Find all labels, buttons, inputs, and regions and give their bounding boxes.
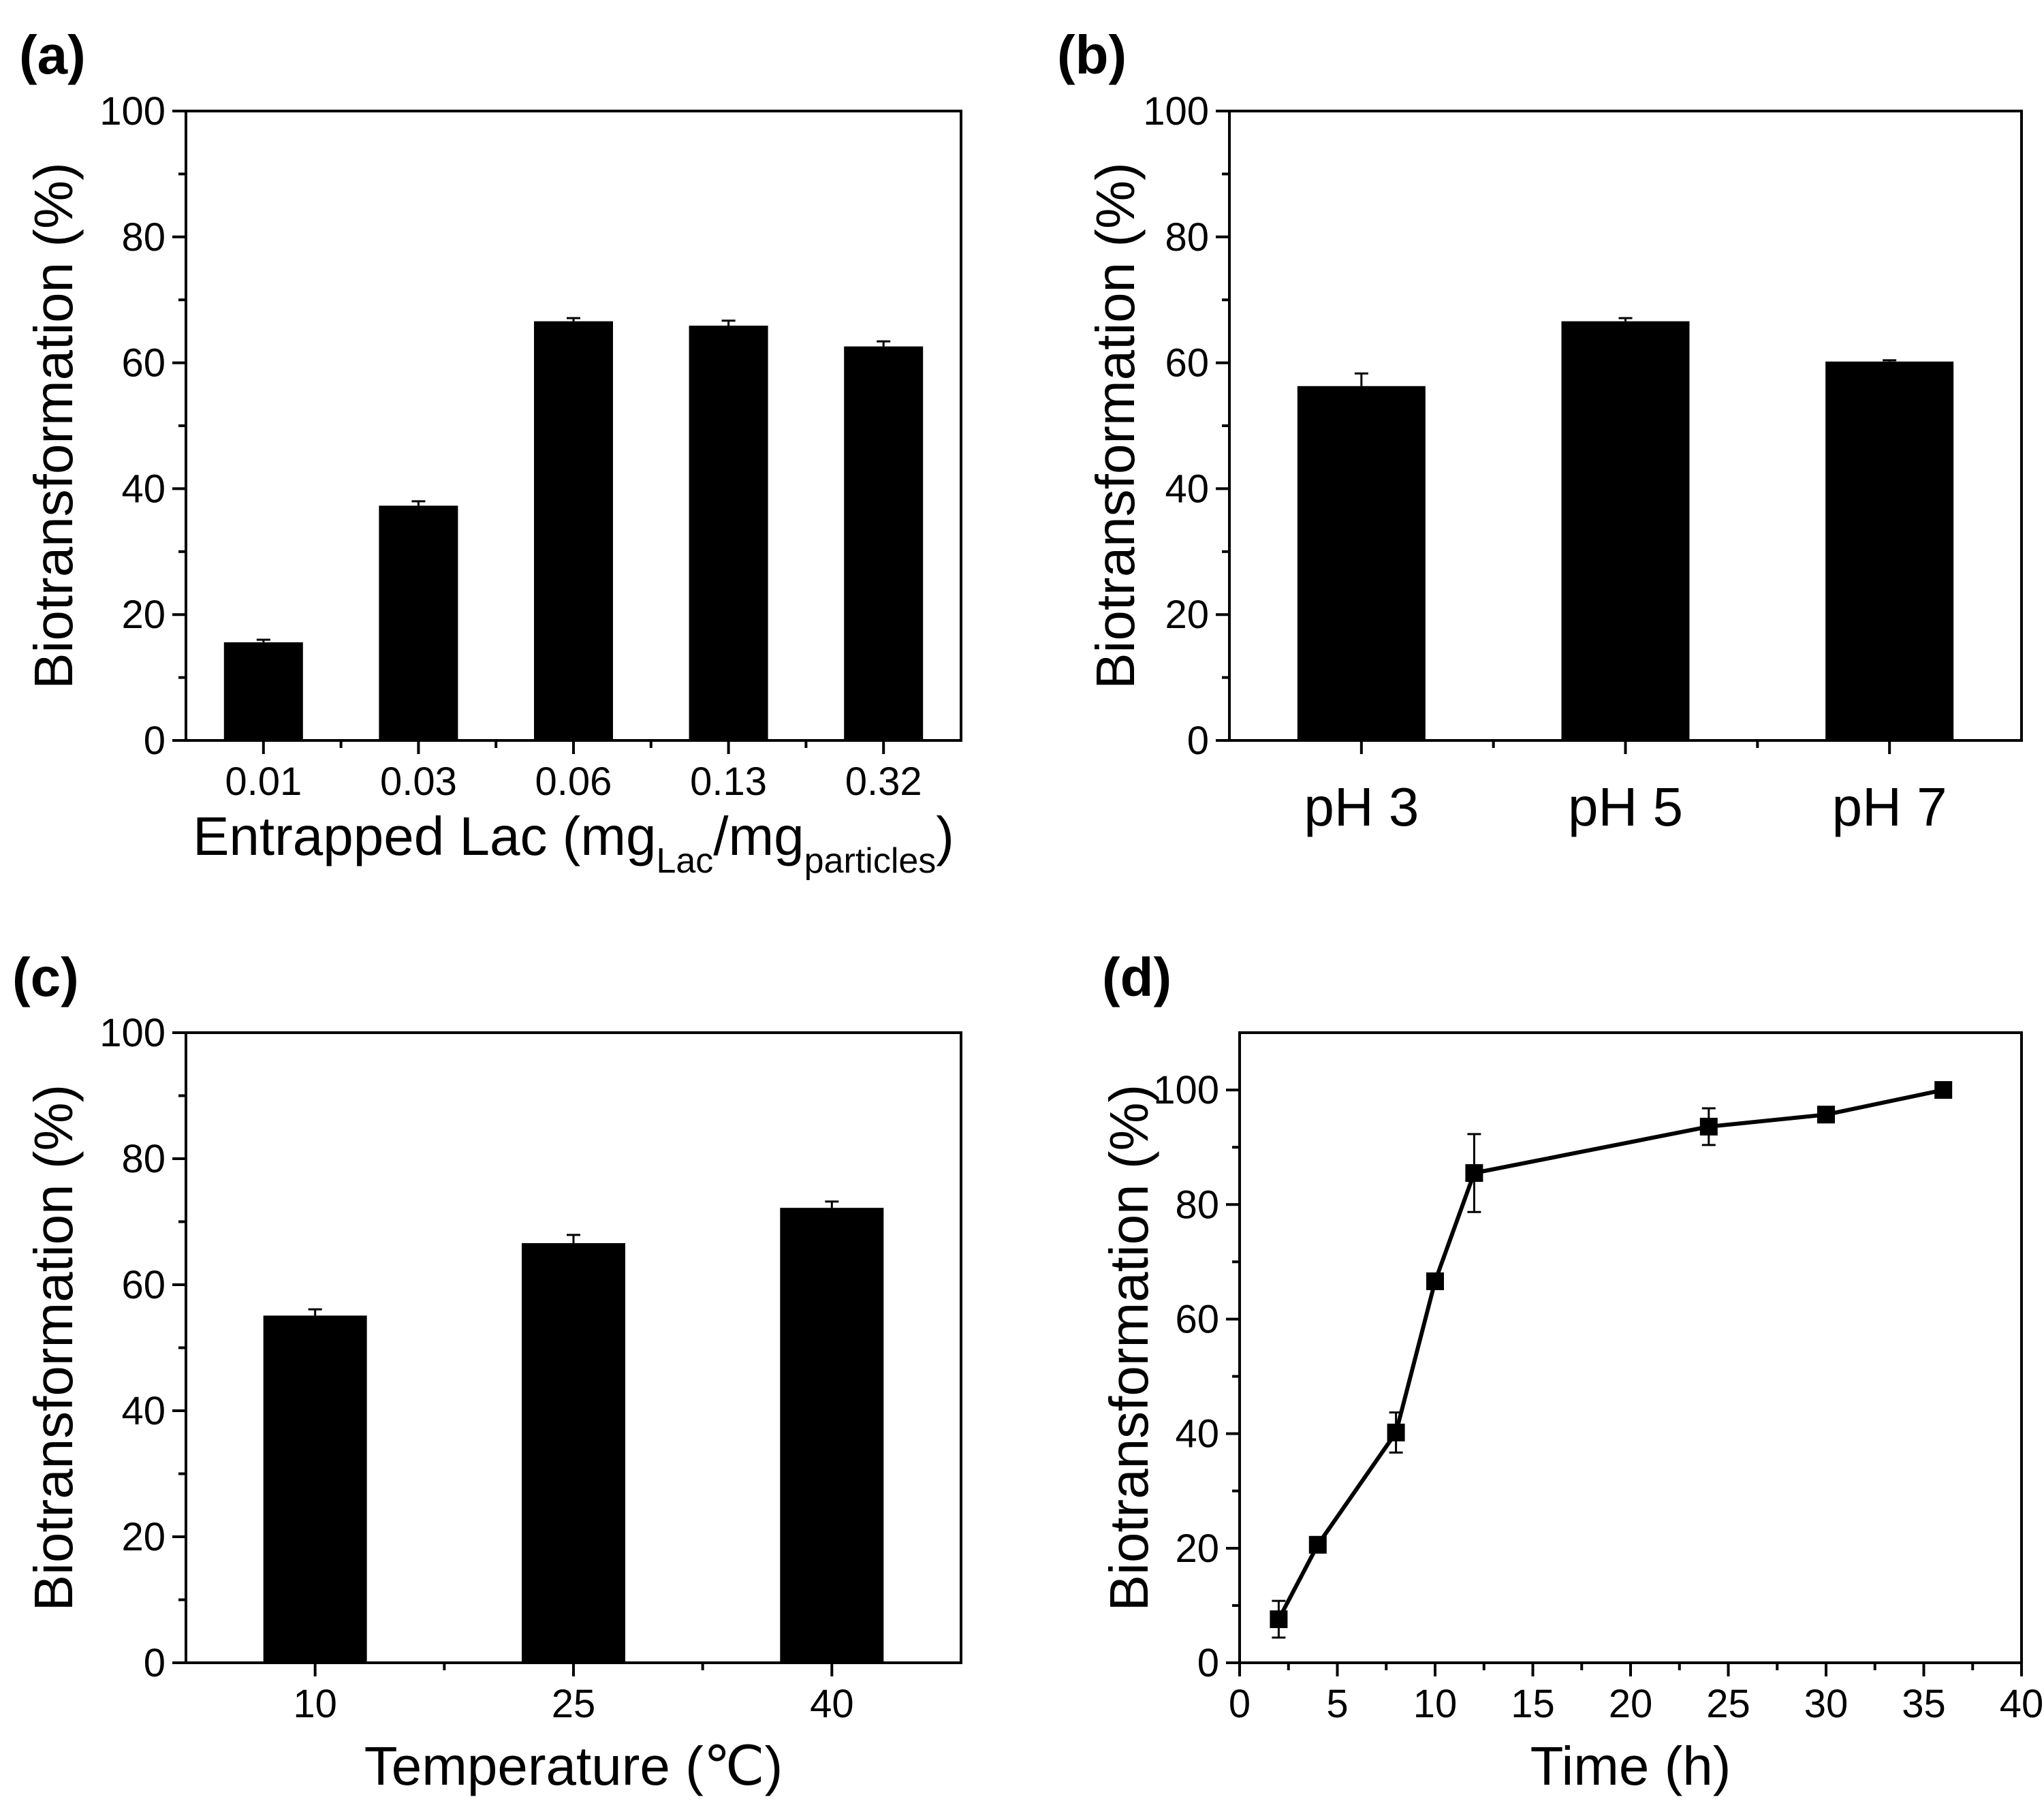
y-tick-label: 100 [1153, 1068, 1219, 1112]
panel-a: (a) 0 20 40 60 80 100 Biotransformation (%) 0.01… [19, 25, 962, 881]
x-tick-label: 10 [1413, 1682, 1458, 1726]
x-axis-title-mid: /mg [713, 806, 804, 866]
x-category-label: 0.01 [225, 760, 302, 804]
x-tick-label: 30 [1804, 1682, 1849, 1726]
y-tick-label: 20 [1175, 1527, 1219, 1571]
y-axis-title: Biotransformation (%) [1085, 162, 1146, 689]
y-tick-label: 60 [121, 341, 166, 386]
data-point [1426, 1272, 1444, 1290]
y-tick-label: 0 [1187, 719, 1209, 763]
x-category-label: 0.32 [845, 760, 922, 804]
x-tick-label: 15 [1511, 1682, 1555, 1726]
y-tick-label: 0 [144, 1641, 166, 1685]
bar [1825, 361, 1954, 740]
x-category-label: pH 7 [1832, 777, 1947, 837]
y-tick-label: 100 [99, 1011, 166, 1055]
x-tick-label: 0 [1229, 1682, 1251, 1726]
panel-label: (d) [1102, 947, 1172, 1007]
plot-frame [1238, 1031, 2023, 1664]
panel-label: (b) [1057, 25, 1127, 85]
data-point [1699, 1117, 1718, 1136]
data-point [1270, 1610, 1288, 1629]
x-axis-title-end: ) [936, 806, 954, 866]
data-point [1817, 1106, 1835, 1124]
x-axis-title: Temperature (℃) [364, 1736, 783, 1796]
y-tick-label: 20 [121, 1515, 166, 1559]
x-category-label: pH 3 [1304, 777, 1419, 837]
y-tick-label: 60 [1165, 341, 1209, 386]
x-category-label: 25 [552, 1682, 596, 1726]
bar [522, 1242, 625, 1663]
y-tick-label: 80 [121, 1137, 166, 1181]
y-tick-label: 0 [144, 719, 166, 763]
x-axis-title: Entrapped Lac (mgLac/mgparticles) [193, 806, 954, 881]
data-point [1308, 1535, 1327, 1554]
bar [844, 346, 924, 740]
bar [1561, 321, 1690, 741]
bar [689, 326, 768, 741]
y-tick-label: 60 [121, 1263, 166, 1307]
y-tick-label: 60 [1175, 1297, 1219, 1341]
y-tick-label: 0 [1197, 1641, 1219, 1685]
data-point [1465, 1164, 1483, 1183]
bar [780, 1208, 884, 1663]
panel-c: (c) 0 20 40 60 80 100 Biotransformation (%) 10 25… [12, 947, 962, 1796]
y-tick-label: 40 [1165, 467, 1209, 511]
x-category-label: pH 5 [1568, 777, 1683, 837]
y-tick-label: 80 [1175, 1183, 1219, 1227]
y-tick-label: 40 [121, 1389, 166, 1433]
x-axis-title-sub1: Lac [656, 841, 713, 881]
bar [534, 321, 613, 741]
y-axis-title: Biotransformation (%) [23, 1084, 84, 1612]
y-tick-label: 80 [1165, 215, 1209, 260]
y-axis-title: Biotransformation (%) [1099, 1084, 1159, 1612]
y-axis-title: Biotransformation (%) [23, 162, 84, 689]
y-tick-label: 20 [121, 593, 166, 637]
y-tick-label: 40 [1175, 1412, 1219, 1456]
y-tick-label: 20 [1165, 593, 1209, 637]
panel-label: (a) [19, 25, 86, 85]
bar [379, 505, 458, 740]
x-axis-title: Time (h) [1530, 1736, 1731, 1796]
data-point [1934, 1081, 1953, 1099]
y-tick-label: 40 [121, 467, 166, 511]
x-tick-label: 20 [1609, 1682, 1653, 1726]
x-category-label: 0.06 [535, 760, 612, 804]
y-tick-label: 100 [1143, 89, 1209, 134]
y-tick-label: 100 [99, 89, 166, 134]
panel-b: (b) 0 20 40 60 80 100 Biotransformation (%) pH 3… [1057, 25, 2023, 837]
x-axis-title-sub2: particles [804, 841, 937, 881]
x-category-label: 0.13 [690, 760, 767, 804]
x-tick-label: 40 [2000, 1682, 2044, 1726]
y-tick-label: 80 [121, 215, 166, 260]
x-tick-label: 25 [1706, 1682, 1750, 1726]
x-tick-label: 35 [1902, 1682, 1946, 1726]
x-category-label: 0.03 [380, 760, 457, 804]
bar [223, 642, 303, 740]
x-axis-title-main: Entrapped Lac (mg [193, 806, 656, 866]
series-line [1276, 1088, 1944, 1621]
data-point [1387, 1423, 1405, 1441]
x-tick-label: 5 [1326, 1682, 1348, 1726]
bar [1297, 386, 1426, 740]
x-category-label: 40 [810, 1682, 854, 1726]
x-category-label: 10 [293, 1682, 337, 1726]
panel-label: (c) [12, 947, 79, 1007]
bar [263, 1315, 367, 1663]
